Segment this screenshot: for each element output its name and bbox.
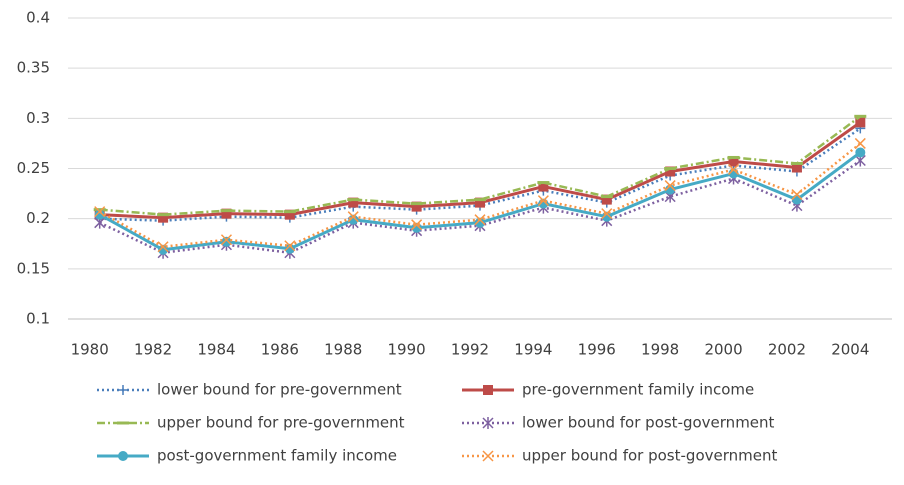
marker <box>347 211 359 223</box>
marker <box>482 450 494 462</box>
marker <box>855 117 866 128</box>
marker <box>220 234 232 246</box>
legend-label: upper bound for post-government <box>522 447 777 465</box>
marker <box>284 240 296 252</box>
x-tick-label: 1996 <box>578 341 616 359</box>
y-tick-label: 0.1 <box>26 310 50 328</box>
legend-label: pre-government family income <box>522 381 754 399</box>
marker <box>157 241 169 253</box>
marker <box>411 201 422 212</box>
marker <box>411 219 423 231</box>
marker <box>221 208 232 219</box>
marker <box>158 244 169 255</box>
marker <box>791 189 803 201</box>
marker <box>284 209 295 220</box>
x-tick-label: 1990 <box>388 341 426 359</box>
legend-label: upper bound for pre-government <box>157 414 405 432</box>
marker <box>854 137 866 149</box>
x-tick-label: 2000 <box>704 341 742 359</box>
marker <box>118 451 128 461</box>
marker <box>348 197 359 208</box>
marker <box>475 197 485 208</box>
x-tick-label: 1982 <box>134 341 172 359</box>
marker <box>158 212 169 223</box>
marker <box>221 236 232 247</box>
x-tick-label: 1994 <box>514 341 552 359</box>
x-tick-label: 1980 <box>71 341 109 359</box>
x-tick-label: 1986 <box>261 341 299 359</box>
x-tick-label: 1992 <box>451 341 489 359</box>
y-tick-label: 0.35 <box>17 59 50 77</box>
y-tick-label: 0.3 <box>26 109 50 127</box>
marker <box>601 194 612 205</box>
marker <box>475 217 485 228</box>
marker <box>483 385 493 395</box>
marker <box>348 214 359 225</box>
marker <box>601 208 613 220</box>
legend-label: lower bound for pre-government <box>157 381 402 399</box>
legend-label: post-government family income <box>157 447 397 465</box>
x-tick-label: 1984 <box>197 341 235 359</box>
marker <box>538 181 549 192</box>
x-tick-label: 2004 <box>831 341 869 359</box>
marker <box>728 156 739 167</box>
y-tick-label: 0.4 <box>26 9 50 27</box>
x-tick-label: 1998 <box>641 341 679 359</box>
marker <box>537 195 549 207</box>
x-tick-label: 1988 <box>324 341 362 359</box>
marker <box>664 180 676 192</box>
y-tick-label: 0.2 <box>26 209 50 227</box>
marker <box>482 417 494 429</box>
y-tick-label: 0.25 <box>17 159 50 177</box>
marker <box>284 243 295 254</box>
marker <box>855 147 866 158</box>
y-tick-label: 0.15 <box>17 259 50 277</box>
marker <box>94 209 105 220</box>
marker <box>791 194 802 205</box>
marker <box>728 163 740 176</box>
marker <box>94 206 106 218</box>
marker <box>118 385 128 395</box>
x-tick-label: 2002 <box>768 341 806 359</box>
legend-label: lower bound for post-government <box>522 414 775 432</box>
marker <box>665 166 676 177</box>
marker <box>474 214 486 226</box>
marker <box>791 162 802 173</box>
